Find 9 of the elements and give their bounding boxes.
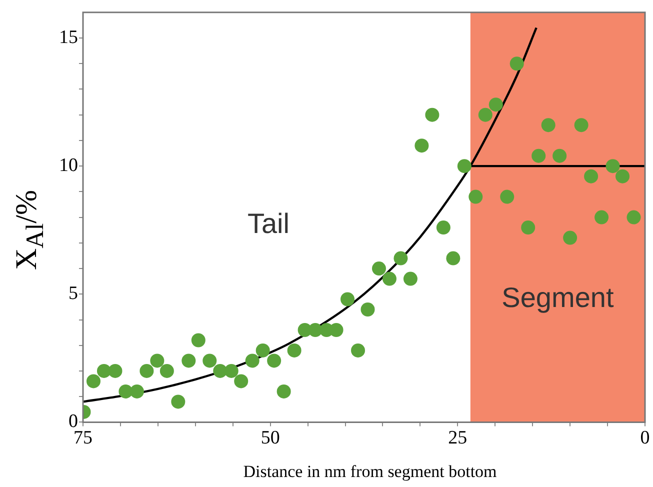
x-axis-title: Distance in nm from segment bottom [243,462,497,482]
x-tick-label: 0 [640,428,650,449]
x-tick-label: 25 [448,428,468,449]
x-tick-label: 50 [260,428,280,449]
band-label: Segment [502,282,614,313]
y-tick-label: 15 [59,26,78,48]
y-tick-label: 10 [59,155,78,176]
annotation: Tail [247,208,290,240]
y-tick-label: 5 [68,283,78,304]
